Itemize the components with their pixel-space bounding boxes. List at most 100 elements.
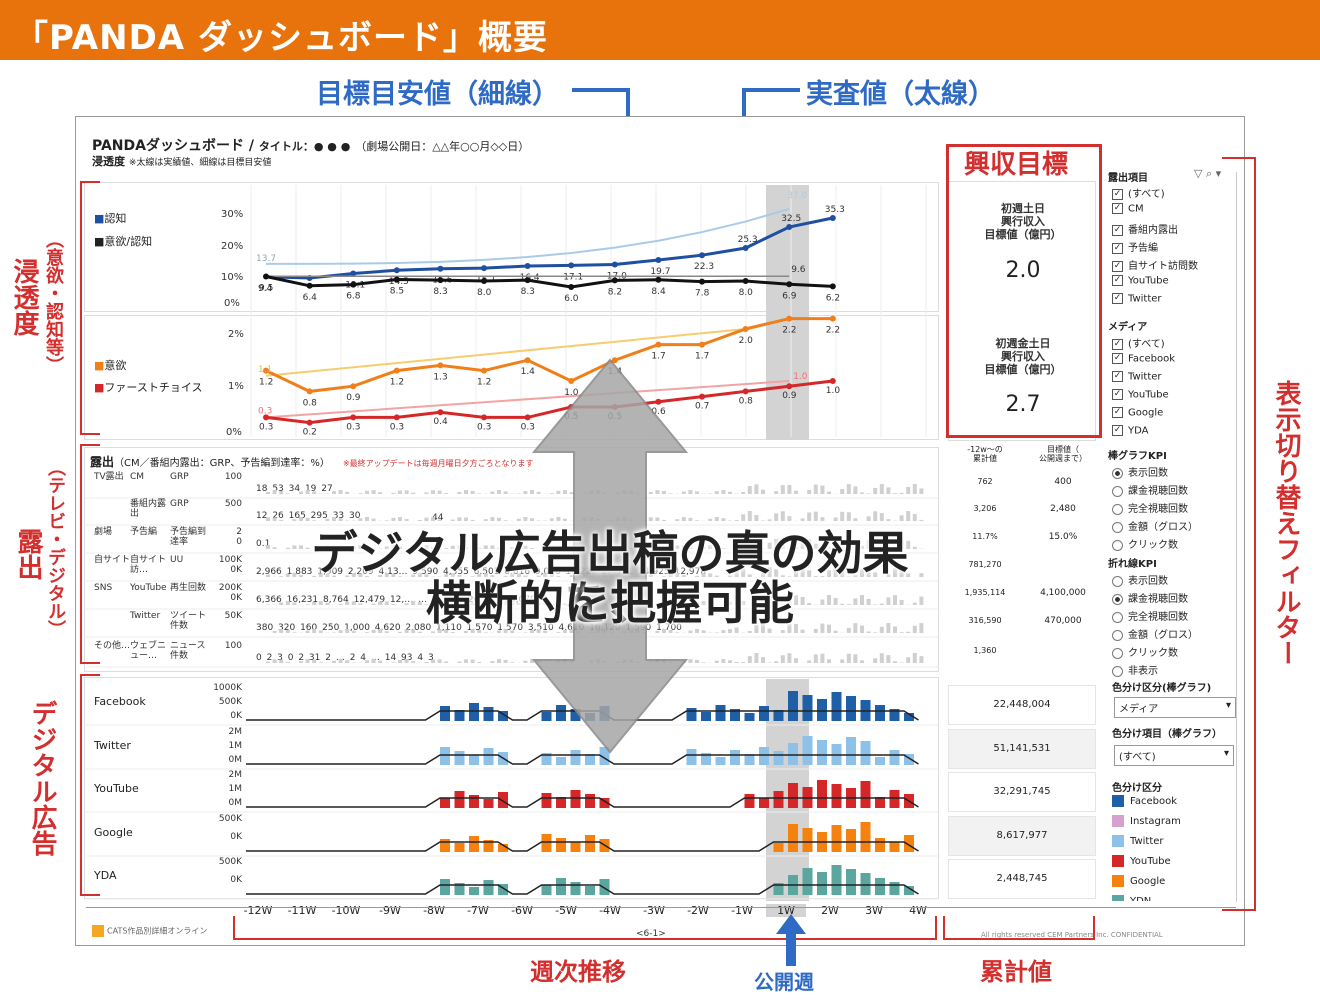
exposure-bar (490, 517, 495, 521)
iyoku-point (786, 315, 793, 322)
digital-bar (715, 757, 726, 765)
exposure-bar (688, 547, 693, 549)
digital-row-name: YDA (94, 869, 117, 882)
exposure-bar (305, 517, 310, 521)
digital-bar (759, 798, 769, 808)
ytick: 1% (228, 381, 244, 392)
digital-bar (773, 751, 784, 765)
exposure-bar (266, 661, 270, 663)
iyoku-point (699, 341, 705, 348)
filter-bar-kpi-radio[interactable]: 課金視聴回数 (1112, 482, 1198, 500)
label-exposure-sub: （テレビ・デジタル） (45, 458, 66, 638)
exposure-bar (371, 603, 376, 605)
exposure-bar (338, 548, 343, 549)
exposure-bar (285, 573, 290, 577)
digital-bar (846, 869, 856, 895)
color-item-select[interactable]: (すべて) ▾ (1114, 745, 1234, 766)
filter-media-checkbox[interactable]: ✓ YouTube (1112, 389, 1169, 401)
iyoku-label: 2.2 (782, 326, 796, 336)
exposure-bar (846, 627, 851, 633)
ytick: 0% (226, 427, 242, 438)
exposure-bar (470, 659, 475, 663)
revenue-value-1: 2.0 (1005, 258, 1041, 283)
filter-line-kpi-radio[interactable]: 非表示 (1112, 662, 1198, 680)
exposure-cum: 762 (977, 477, 993, 486)
digital-bar (773, 843, 784, 852)
digital-bar (556, 705, 566, 721)
iyoku-ninchi-point (437, 277, 444, 284)
footer-date: <6-1> (636, 929, 666, 939)
filter-bar-kpi-radio[interactable]: クリック数 (1112, 536, 1198, 554)
exposure-bar (543, 573, 548, 577)
ninchi-point (568, 262, 575, 269)
digital-bar (788, 824, 798, 852)
filter-tools[interactable]: ▽ ⌕ ▾ (1194, 167, 1222, 180)
filter-line-kpi-radio[interactable]: クリック数 (1112, 644, 1198, 662)
iyoku-label: 1.2 (477, 378, 491, 388)
filter-line-kpi-radio[interactable]: 金額（グロス） (1112, 626, 1198, 644)
filter-exposure-checkbox[interactable]: ✓ 予告編 (1112, 242, 1158, 254)
exposure-bar (893, 544, 897, 549)
ninchi-label: 32.5 (781, 214, 801, 224)
cum-head-1: -12w～の 累計値 (967, 445, 1003, 463)
digital-axis-tick: 1000K (213, 683, 242, 693)
digital-bar (556, 838, 566, 852)
exposure-bar (318, 630, 323, 633)
filter-line-kpi-radio[interactable]: 課金視聴回数 (1112, 590, 1198, 608)
filter-exposure-checkbox[interactable]: ✓ 自サイト訪問数 (1112, 260, 1198, 272)
filter-exposure-checkbox[interactable]: ✓ Twitter (1112, 293, 1162, 305)
label-release-week: 公開週 (754, 970, 814, 994)
exposure-bar (490, 575, 495, 577)
exposure-bar (734, 567, 739, 577)
exposure-bar (701, 630, 706, 633)
filter-scrollbar[interactable] (1236, 172, 1242, 902)
exposure-bar (338, 518, 343, 521)
exposure-bar (886, 623, 891, 633)
exposure-bar (695, 575, 699, 577)
filter-bar-kpi-radio[interactable]: 表示回数 (1112, 464, 1198, 482)
digital-bar (831, 692, 842, 721)
exposure-bar (398, 517, 402, 521)
exposure-bar (912, 625, 917, 633)
exposure-bar (873, 487, 878, 494)
exposure-bar (761, 520, 765, 521)
first-label: 0.3 (477, 422, 491, 432)
filter-media-checkbox[interactable]: ✓ Google (1112, 407, 1164, 419)
exposure-bar (345, 660, 350, 663)
ninchi-line (265, 216, 834, 280)
exposure-bar (299, 575, 303, 577)
filter-line-kpi-radio[interactable]: 表示回数 (1112, 572, 1198, 590)
exposure-bar (325, 545, 330, 549)
filter-bar-kpi-radio[interactable]: 完全視聴回数 (1112, 500, 1198, 518)
filter-media-checkbox[interactable]: ✓ YDA (1112, 425, 1149, 437)
filter-bar-kpi-radio[interactable]: 金額（グロス） (1112, 518, 1198, 536)
exposure-bar (318, 547, 323, 549)
exposure-bar (477, 601, 482, 605)
exposure-bar (879, 653, 884, 663)
exposure-bar (754, 601, 759, 605)
exposure-bar (365, 517, 369, 521)
bracket-filter (1222, 157, 1256, 911)
exposure-bar (840, 603, 845, 605)
digital-bar (904, 754, 914, 765)
filter-media-checkbox[interactable]: ✓ Facebook (1112, 353, 1175, 365)
bracket-weekly (233, 916, 937, 940)
exposure-bar (800, 567, 805, 577)
filter-exposure-checkbox[interactable]: ✓ (すべて) (1112, 188, 1165, 200)
filter-media-checkbox[interactable]: ✓ (すべて) (1112, 338, 1165, 350)
filter-line-kpi-radio[interactable]: 完全視聴回数 (1112, 608, 1198, 626)
filter-media-checkbox[interactable]: ✓ Twitter (1112, 371, 1162, 383)
color-split-select[interactable]: メディア ▾ (1114, 697, 1236, 718)
digital-bar (454, 883, 465, 895)
exposure-bar (833, 540, 838, 549)
filter-exposure-checkbox[interactable]: ✓ CM (1112, 203, 1144, 215)
exposure-bar (305, 547, 310, 549)
filter-exposure-checkbox[interactable]: ✓ 番組内露出 (1112, 224, 1178, 236)
exposure-target: 4,100,000 (1040, 588, 1086, 598)
filter-exposure-checkbox[interactable]: ✓ YouTube (1112, 275, 1169, 287)
iyoku-label: 2.0 (739, 336, 754, 346)
exposure-bar (431, 517, 435, 521)
digital-bar (686, 749, 697, 765)
digital-bar (556, 757, 566, 765)
digital-bar (541, 793, 552, 808)
